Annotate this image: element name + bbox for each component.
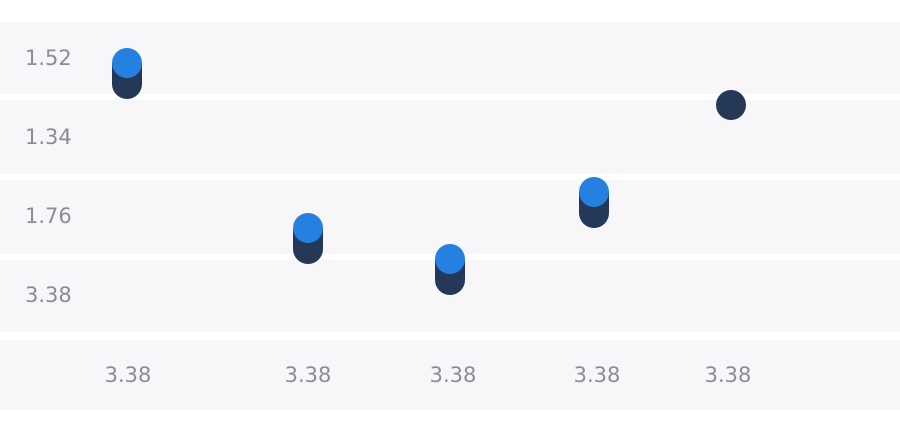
y-label: 1.52 [25, 46, 72, 70]
marker [579, 177, 609, 228]
marker [435, 244, 465, 295]
row-band [0, 180, 900, 254]
x-label: 3.38 [285, 363, 332, 387]
y-label: 3.38 [25, 283, 72, 307]
row-band [0, 100, 900, 174]
marker [293, 213, 323, 264]
x-label: 3.38 [105, 363, 152, 387]
x-label: 3.38 [574, 363, 621, 387]
row-band [0, 22, 900, 94]
axis-band [0, 340, 900, 410]
marker [112, 48, 142, 99]
y-label: 1.76 [25, 204, 72, 228]
x-label: 3.38 [705, 363, 752, 387]
marker [716, 90, 746, 120]
y-label: 1.34 [25, 125, 72, 149]
x-label: 3.38 [430, 363, 477, 387]
